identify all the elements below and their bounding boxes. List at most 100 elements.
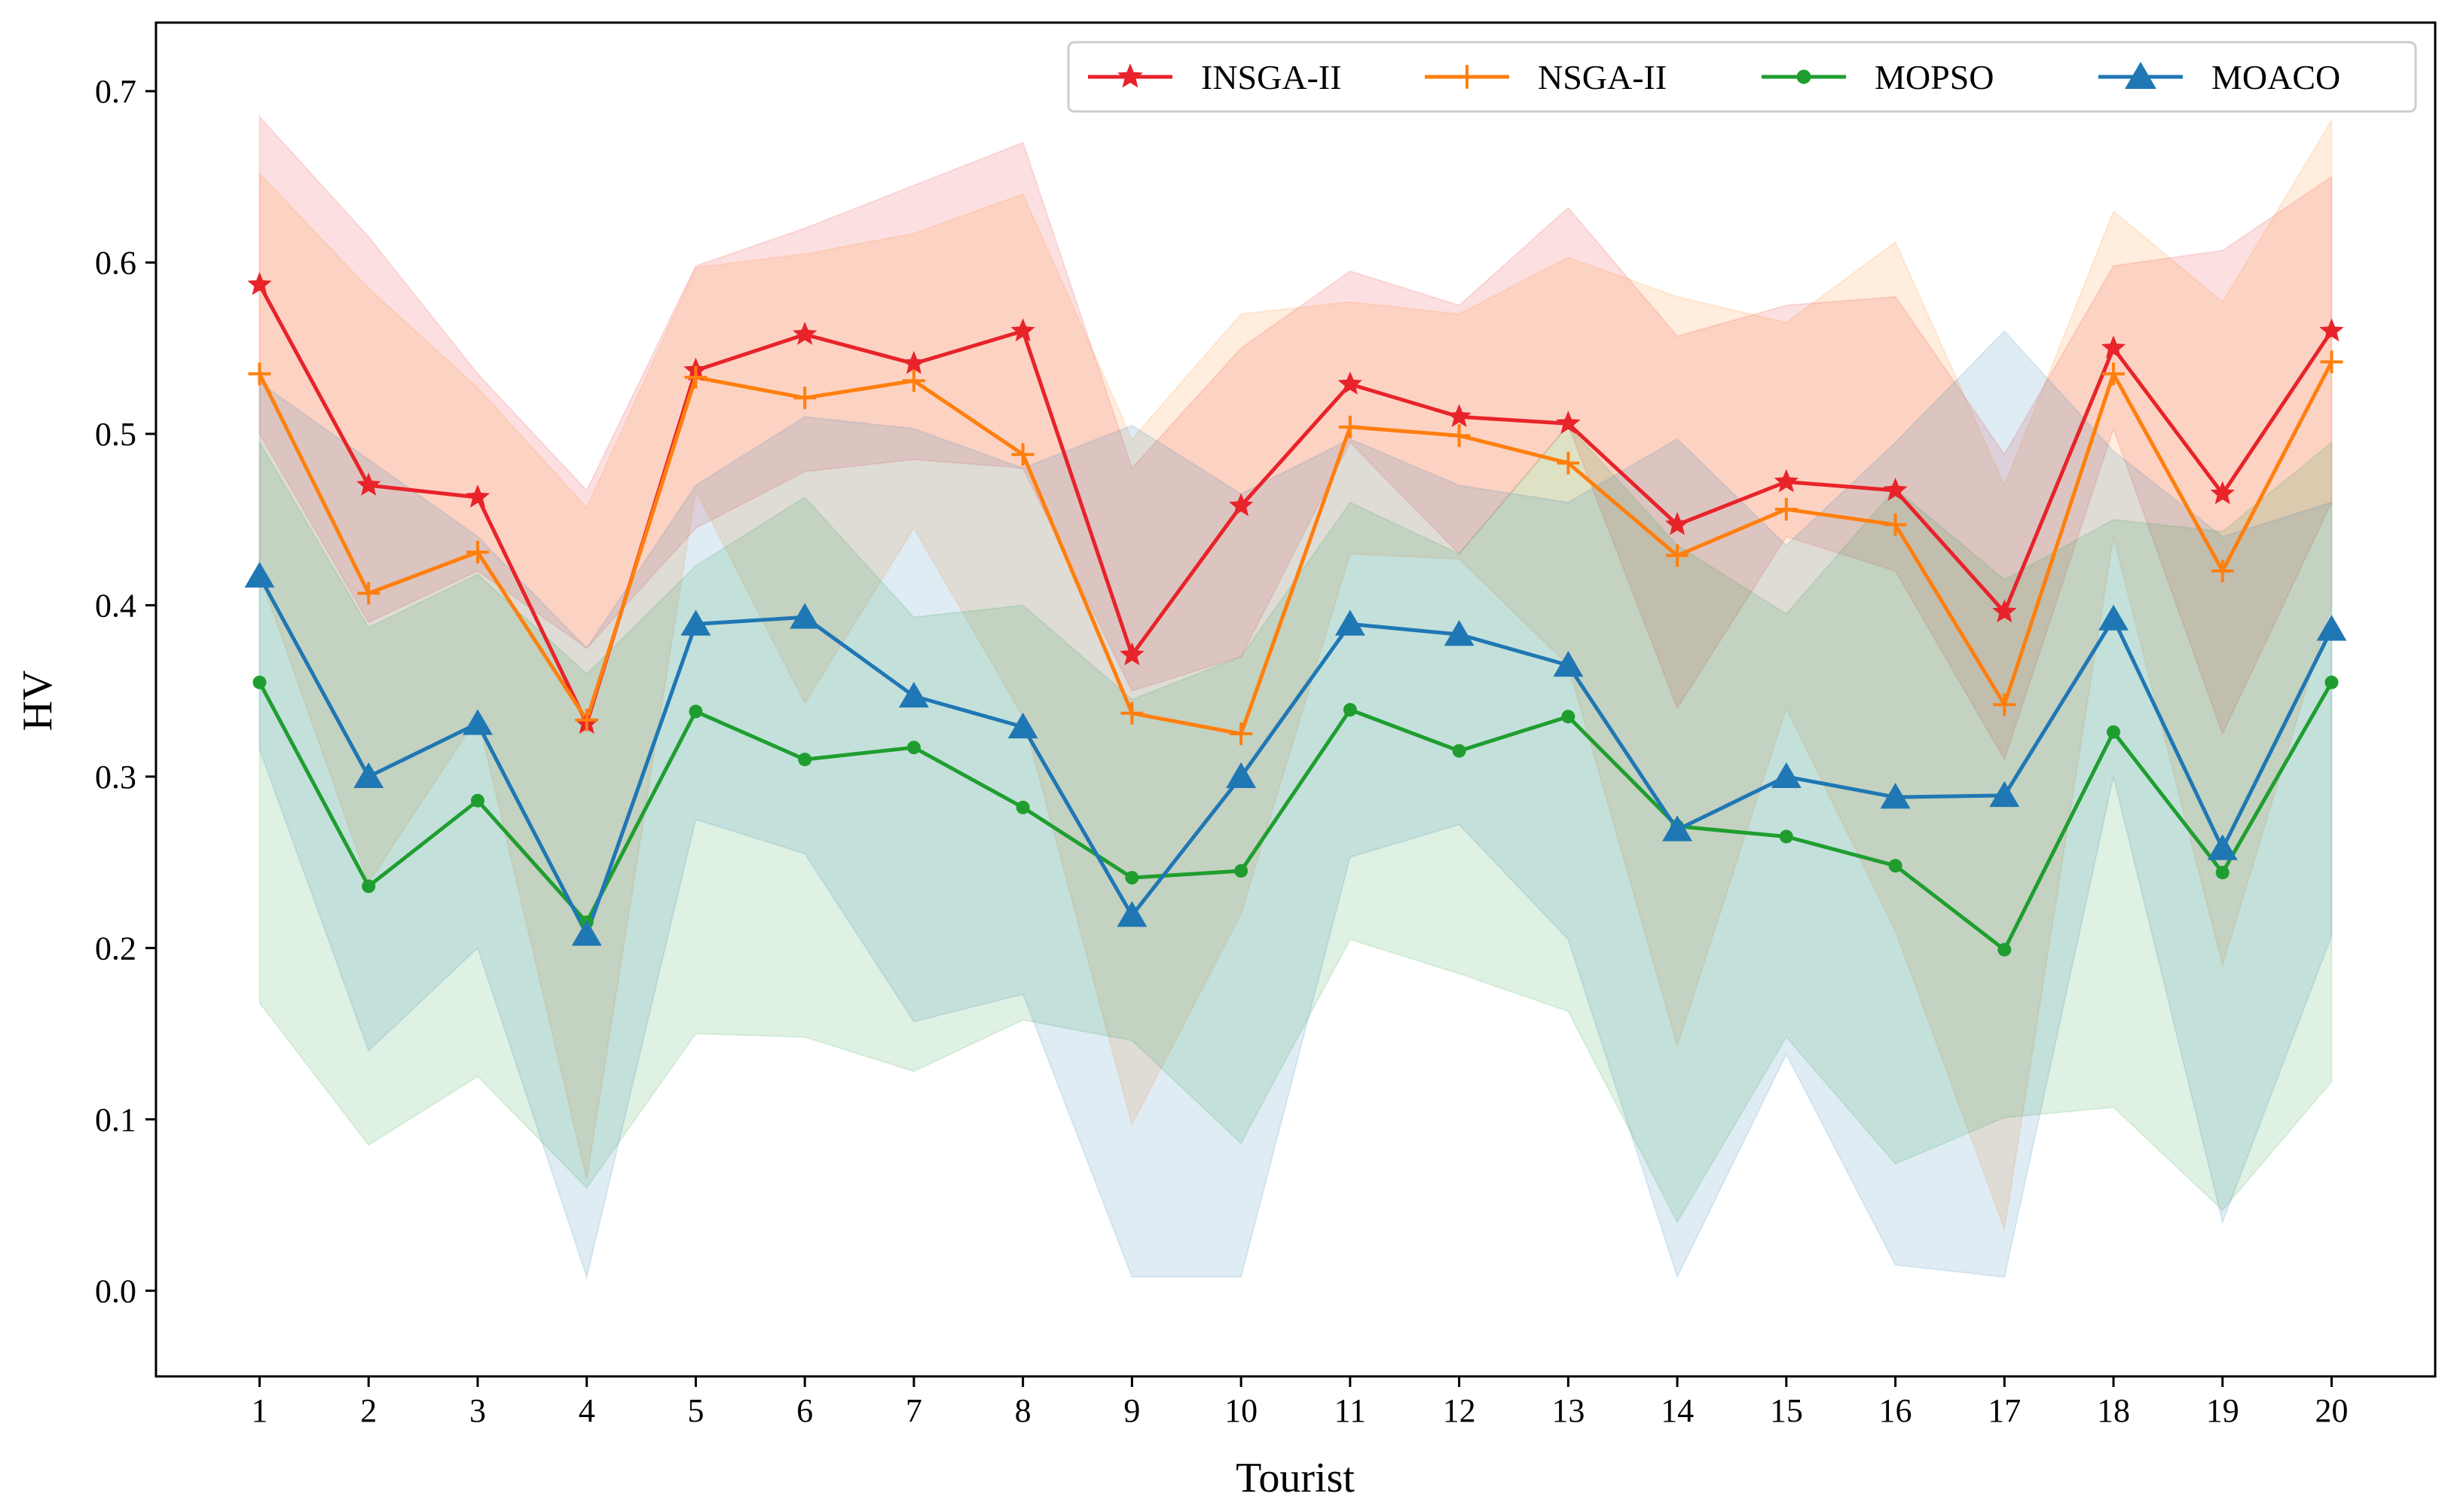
moaco-point <box>680 609 711 636</box>
insga-ii-point <box>247 272 272 295</box>
nsga-ii-line <box>258 361 2333 736</box>
moaco-point <box>1117 901 1148 927</box>
legend-marker <box>1455 65 1479 89</box>
insga-ii-point <box>2210 481 2235 505</box>
insga-ii-point <box>1120 642 1145 666</box>
insga-ii-point <box>356 472 381 496</box>
nsga-ii-point <box>684 365 708 389</box>
x-tick-label: 8 <box>1015 1392 1031 1429</box>
mopso-point <box>2215 866 2229 880</box>
nsga-ii-point <box>1884 513 1907 536</box>
insga-ii-point <box>465 484 491 508</box>
mopso-point <box>2324 675 2339 689</box>
insga-ii-point <box>2319 318 2344 342</box>
legend-entry-insga-ii: INSGA-II <box>1088 58 1342 96</box>
moaco-point <box>1771 762 1802 789</box>
x-tick-label: 20 <box>2315 1392 2349 1429</box>
insga-ii-point <box>1229 493 1254 517</box>
nsga-ii-point <box>1557 451 1580 475</box>
x-tick-label: 9 <box>1123 1392 1140 1429</box>
moaco-point <box>1226 762 1257 789</box>
moaco-point <box>1662 815 1693 842</box>
x-tick-label: 4 <box>579 1392 595 1429</box>
nsga-ii-point <box>575 708 598 732</box>
y-tick-label: 0.7 <box>95 73 136 110</box>
mopso-point <box>470 793 484 808</box>
y-tick-label: 0.3 <box>95 759 136 796</box>
moaco-line <box>258 575 2333 936</box>
nsga-ii-point <box>1230 722 1253 745</box>
legend-label: MOPSO <box>1875 58 1994 96</box>
x-tick-label: 17 <box>1988 1392 2021 1429</box>
nsga-ii-point <box>793 386 817 410</box>
moaco-point <box>1334 609 1365 636</box>
moaco-point <box>1007 712 1038 739</box>
mopso-point <box>1561 710 1575 724</box>
nsga-ii-point <box>2320 350 2343 374</box>
y-tick-label: 0.1 <box>95 1101 136 1138</box>
moaco-point <box>353 762 384 789</box>
moaco-point <box>2098 604 2129 631</box>
series-markers <box>244 272 2347 957</box>
x-tick-label: 11 <box>1334 1392 1366 1429</box>
mopso-point <box>252 675 267 689</box>
legend-box <box>1067 41 2417 113</box>
x-tick-label: 6 <box>796 1392 813 1429</box>
mopso-point <box>2107 725 2121 739</box>
insga-ii-point <box>1664 512 1690 536</box>
x-tick-label: 5 <box>687 1392 704 1429</box>
x-tick-label: 1 <box>252 1392 268 1429</box>
mopso-point <box>1343 703 1357 717</box>
nsga-ii-point <box>1338 415 1362 438</box>
nsga-ii-point <box>2102 362 2126 386</box>
nsga-ii-point <box>1011 443 1035 466</box>
x-tick-label: 10 <box>1224 1392 1258 1429</box>
x-tick-label: 18 <box>2097 1392 2130 1429</box>
moaco-point <box>244 561 275 588</box>
y-tick-label: 0.4 <box>95 587 136 624</box>
moaco-point <box>1880 783 1911 809</box>
x-tick-label: 13 <box>1551 1392 1585 1429</box>
y-tick-label: 0.5 <box>95 416 136 453</box>
mopso-point <box>906 741 921 755</box>
mopso-point <box>1452 744 1466 758</box>
mopso-point <box>1779 829 1793 844</box>
moaco-point <box>898 681 929 708</box>
series-lines <box>258 283 2333 952</box>
legend-label: INSGA-II <box>1201 58 1342 96</box>
mopso-point <box>362 879 376 893</box>
mopso-point <box>1016 800 1030 814</box>
mopso-band <box>258 424 2333 1224</box>
nsga-ii-point <box>1774 498 1798 521</box>
x-tick-label: 19 <box>2206 1392 2239 1429</box>
x-tick-label: 14 <box>1661 1392 1694 1429</box>
x-tick-label: 2 <box>360 1392 377 1429</box>
x-tick-label: 15 <box>1770 1392 1803 1429</box>
nsga-ii-point <box>2211 559 2234 582</box>
x-tick-label: 3 <box>469 1392 486 1429</box>
moaco-point <box>2207 834 2238 860</box>
mopso-point <box>798 753 812 767</box>
y-axis-title: HV <box>14 670 61 732</box>
legend-label: NSGA-II <box>1538 58 1667 96</box>
legend-marker <box>1796 69 1811 84</box>
nsga-ii-point <box>902 369 925 393</box>
mopso-point <box>1234 863 1248 878</box>
nsga-ii-point <box>1120 701 1144 725</box>
insga-ii-point <box>1447 404 1472 427</box>
moaco-band <box>258 329 2333 1280</box>
insga-ii-point <box>1774 469 1799 493</box>
insga-ii-point <box>1992 599 2017 623</box>
nsga-ii-point <box>1993 693 2016 716</box>
nsga-ii-point <box>466 540 489 564</box>
y-tick-label: 0.2 <box>95 930 136 967</box>
insga-ii-point <box>793 322 818 345</box>
moaco-point <box>571 920 602 946</box>
legend-marker <box>1117 63 1143 88</box>
legend-entry-mopso: MOPSO <box>1762 58 1994 96</box>
moaco-point <box>1989 780 2020 808</box>
nsga-ii-point <box>357 582 380 605</box>
x-axis-title: Tourist <box>1236 1455 1355 1501</box>
legend-entry-moaco: MOACO <box>2098 58 2340 96</box>
confidence-bands <box>258 115 2333 1280</box>
